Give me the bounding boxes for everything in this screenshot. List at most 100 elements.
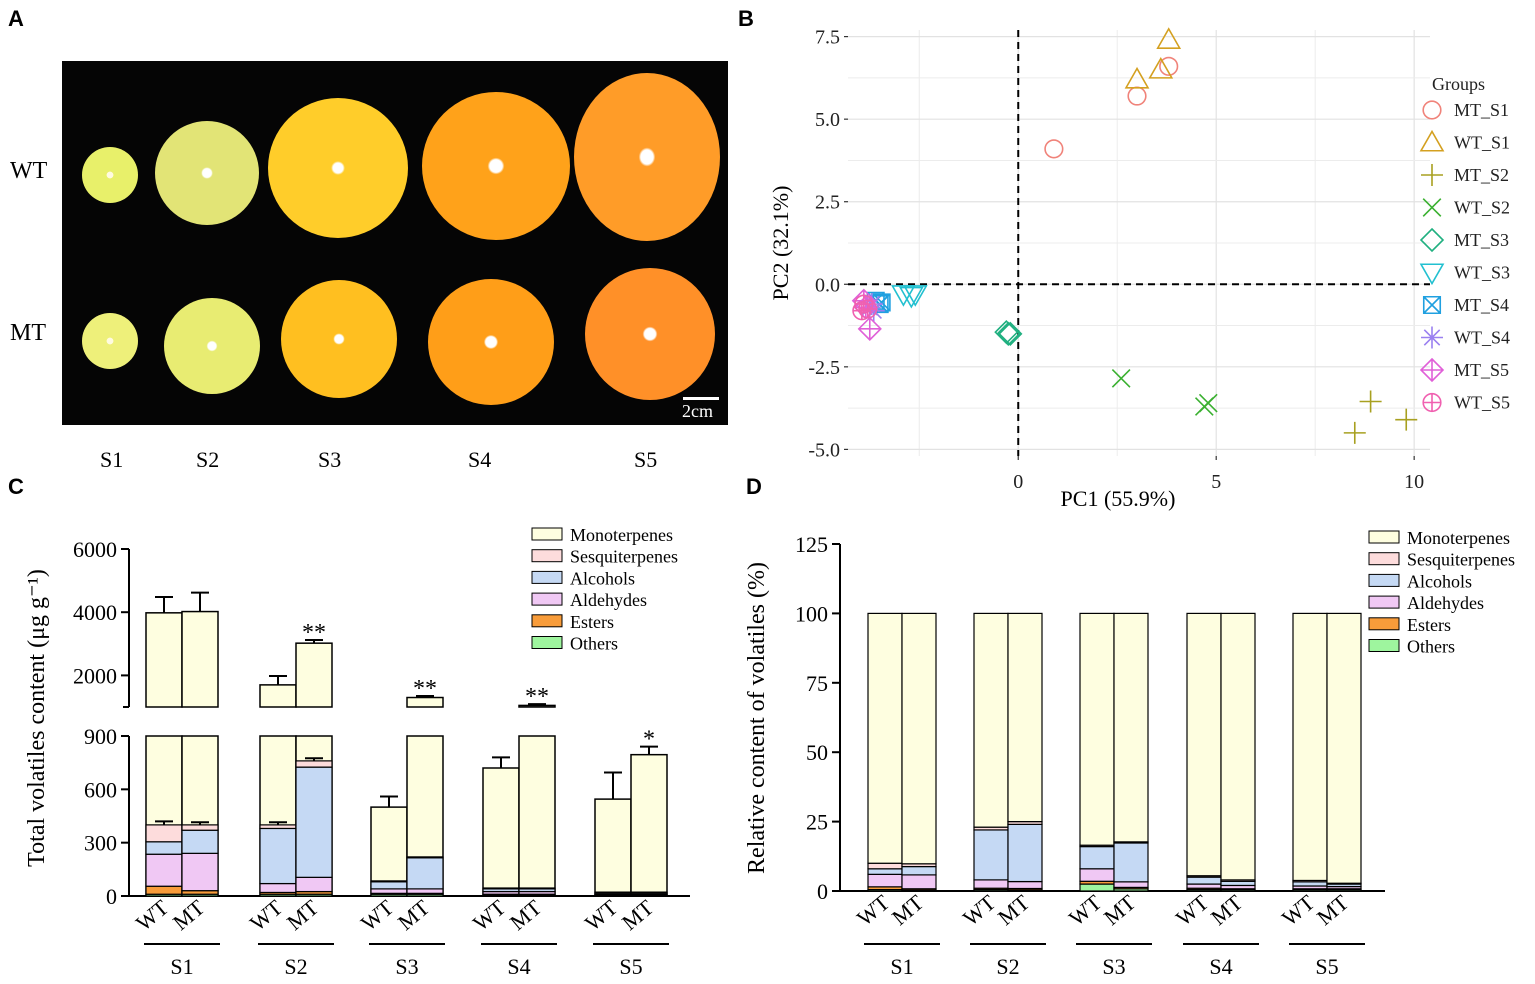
stage-label-s2: S2 (996, 954, 1019, 979)
bar-s1-mt-sesquiterpenes (901, 863, 937, 868)
fruit-mt-s3 (281, 280, 397, 398)
data-point-mt_s4 (866, 291, 885, 310)
legend-swatch-aldehydes (1368, 595, 1400, 609)
bar-s1-mt-monoterpenes-lower (181, 735, 219, 897)
x-tick-label-s3-mt: MT (1099, 889, 1141, 930)
legend-marker-mt_s3 (1419, 227, 1445, 253)
bar-s5-wt-monoterpenes (594, 798, 632, 897)
bar-s3-wt-others (370, 893, 408, 897)
bar-s5-mt-alcohols (630, 891, 668, 895)
bar-s3-wt-sesquiterpenes (370, 880, 408, 883)
fruit-wt-s2 (155, 121, 259, 225)
bar-s2-mt-others (295, 893, 333, 897)
bar-s1-wt-monoterpenes-lower (145, 735, 183, 897)
legend-label-mt_s1: MT_S1 (1454, 100, 1509, 120)
x-tick-label: 10 (1404, 471, 1424, 493)
y-tick-label: 4000 (73, 600, 117, 625)
legend-label-wt_s4: WT_S4 (1454, 328, 1510, 348)
data-point-mt_s3 (994, 320, 1019, 345)
bar-s2-wt-monoterpenes-upper (259, 684, 297, 708)
y-tick-label: 600 (84, 777, 117, 802)
bar-s1-wt-sesquiterpenes (145, 824, 183, 843)
data-point-mt_s4 (870, 295, 889, 314)
bar-s1-mt-monoterpenes (901, 612, 937, 865)
bar-s1-wt-aldehydes (867, 873, 903, 888)
bar-s3-mt-alcohols (1113, 842, 1149, 883)
bar-s5-mt-others (1326, 889, 1362, 892)
bar-s4-wt-others (1186, 889, 1222, 892)
bar-s2-wt-aldehydes (259, 882, 297, 894)
data-point-mt_s5 (851, 288, 876, 313)
bar-s1-mt-alcohols (901, 865, 937, 876)
data-point-mt_s1 (1044, 139, 1064, 159)
legend-swatch-others (1368, 639, 1400, 652)
bar-s5-wt-alcohols (1292, 881, 1328, 887)
legend-swatch-esters (531, 614, 563, 628)
bar-s4-mt-monoterpenes-lower (518, 735, 556, 897)
bar-s2-wt-sesquiterpenes (259, 824, 297, 830)
y-tick-label: 300 (84, 831, 117, 856)
legend-label-alcohols: Alcohols (1407, 571, 1472, 591)
x-tick-label-s2-wt: WT (958, 889, 1001, 930)
legend-label-aldehydes: Aldehydes (570, 590, 647, 610)
stage-label-s4: S4 (1209, 954, 1232, 979)
bar-s2-mt-monoterpenes-upper (295, 642, 333, 708)
legend-marker-wt_s1 (1419, 129, 1445, 152)
bar-s2-mt-esters (295, 890, 333, 895)
bar-s4-wt-alcohols (1186, 876, 1222, 885)
bar-s2-wt-monoterpenes (973, 612, 1009, 828)
bar-s5-wt-sesquiterpenes (1292, 879, 1328, 883)
bar-s1-mt-sesquiterpenes (181, 824, 219, 831)
bar-s1-wt-esters (867, 886, 903, 891)
significance-marker-s4: ** (525, 684, 549, 710)
fruit-mt-s5 (585, 268, 715, 400)
bar-s3-wt-others (1079, 883, 1115, 892)
legend-label-mt_s5: MT_S5 (1454, 360, 1509, 380)
bar-s3-wt-monoterpenes (1079, 612, 1115, 846)
data-point-mt_s2 (1395, 408, 1418, 431)
stage-label-s4: S4 (507, 954, 530, 979)
bar-s5-mt-esters (630, 893, 668, 896)
legend-marker-mt_s1 (1422, 100, 1442, 120)
x-tick-label: 0 (1013, 471, 1023, 493)
legend-label-monoterpenes: Monoterpenes (570, 525, 673, 545)
bar-s4-wt-monoterpenes (482, 767, 520, 897)
bar-s1-mt-alcohols (181, 829, 219, 854)
y-tick-label: -2.5 (808, 357, 840, 379)
stage-label-s1: S1 (890, 954, 913, 979)
bar-s1-wt-alcohols (867, 868, 903, 875)
bar-s1-wt-others (145, 893, 183, 897)
scale-bar-label: 2cm (682, 401, 713, 421)
legend-title: Groups (1432, 74, 1485, 94)
row-label-wt: WT (10, 158, 48, 184)
data-point-wt_s4 (860, 293, 883, 316)
bar-s3-mt-alcohols (406, 857, 444, 890)
significance-marker-s3: ** (413, 676, 437, 702)
bar-s3-wt-alcohols (370, 881, 408, 890)
bar-s1-wt-aldehydes (145, 853, 183, 887)
bar-s5-mt-esters (1326, 888, 1362, 891)
stage-label-s1: S1 (100, 447, 124, 472)
bar-s4-wt-sesquiterpenes (1186, 875, 1222, 878)
stage-label-s4: S4 (468, 447, 492, 472)
bar-s2-mt-alcohols (1007, 823, 1043, 883)
legend-swatch-alcohols (1368, 573, 1400, 587)
y-axis-label: Total volatiles content (μg g⁻¹) (24, 569, 50, 867)
bar-s1-wt-others (867, 889, 903, 892)
bar-s3-wt-sesquiterpenes (1079, 844, 1115, 848)
bar-s5-mt-others (630, 894, 668, 897)
data-point-wt_s1 (1156, 27, 1182, 49)
legend-label-esters: Esters (1407, 615, 1451, 635)
x-tick-label-s3-wt: WT (356, 894, 399, 935)
data-point-mt_s5 (857, 316, 882, 341)
legend-marker-wt_s3 (1419, 263, 1445, 286)
legend-label-aldehydes: Aldehydes (1407, 593, 1484, 613)
data-point-wt_s5 (852, 301, 872, 321)
bar-s3-mt-esters (1113, 886, 1149, 890)
bar-s5-wt-others (1292, 889, 1328, 892)
bar-s5-mt-aldehydes (1326, 885, 1362, 890)
significance-marker-s5: * (643, 727, 655, 753)
bar-s2-wt-others (259, 893, 297, 897)
data-point-wt_s2 (1194, 397, 1214, 416)
y-tick-label: 900 (84, 724, 117, 749)
